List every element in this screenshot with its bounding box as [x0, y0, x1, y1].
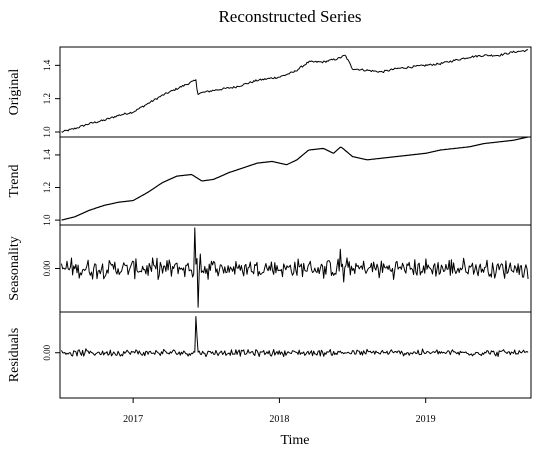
y-tick-label: 1.0: [42, 214, 52, 226]
y-tick-label: 1.2: [42, 182, 52, 193]
panel-original: 1.0 1.2 1.4 Original: [7, 46, 532, 138]
panel-frame: [59, 46, 532, 138]
x-tick-label: 2019: [416, 414, 436, 425]
y-axis-label: Residuals: [7, 328, 22, 382]
x-tick-label: 2017: [123, 414, 143, 425]
chart-title: Reconstructed Series: [218, 7, 361, 26]
panel-trend: 1.0 1.2 1.4 Trend: [7, 136, 532, 226]
panels: 1.0 1.2 1.4 Original 1.0 1.2 1.4 Trend 0.00 Seaso…: [7, 46, 532, 399]
series-line-original: [61, 49, 529, 133]
y-tick-label: 1.4: [42, 59, 52, 71]
y-axis-label: Seasonality: [7, 236, 22, 301]
series-line-residuals: [61, 316, 529, 358]
series-line-seasonality: [61, 227, 529, 308]
y-tick-label: 0.00: [42, 260, 52, 276]
y-tick-label: 1.0: [42, 126, 52, 138]
y-tick-label: 1.2: [42, 93, 52, 104]
panel-frame: [59, 311, 532, 399]
x-axis-label: Time: [280, 433, 309, 448]
series-line-trend: [61, 136, 529, 221]
x-tick-label: 2018: [269, 414, 289, 425]
y-axis-label: Trend: [7, 165, 22, 198]
y-tick-label: 1.4: [42, 149, 52, 161]
panel-residuals: 0.00 Residuals: [7, 311, 532, 399]
panel-frame: [59, 136, 532, 226]
panel-seasonality: 0.00 Seasonality: [7, 224, 532, 313]
y-tick-label: 0.00: [42, 344, 52, 360]
y-axis-label: Original: [7, 69, 22, 116]
x-axis: 2017 2018 2019: [123, 398, 436, 425]
